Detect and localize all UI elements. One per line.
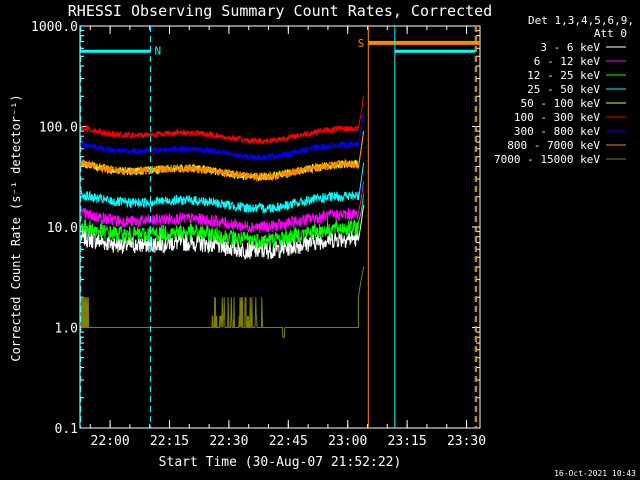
legend-entry-label: 12 - 25 keV (527, 69, 600, 82)
x-axis-label: Start Time (30-Aug-07 21:52:22) (159, 455, 402, 470)
x-tick-label: 22:30 (209, 434, 248, 449)
legend-entry-label: 100 - 300 keV (514, 111, 600, 124)
x-tick-label: 23:00 (328, 434, 367, 449)
series-line (80, 266, 365, 338)
legend-entry-label: 800 - 7000 keV (507, 139, 600, 152)
x-tick-label: 22:45 (269, 434, 308, 449)
x-tick-label: 23:15 (388, 434, 427, 449)
x-tick-label: 22:15 (150, 434, 189, 449)
series-line (80, 194, 365, 249)
saa-marker-label: S (358, 37, 365, 50)
series-line (80, 111, 365, 161)
series-line (80, 181, 365, 233)
chart-title: RHESSI Observing Summary Count Rates, Co… (68, 2, 492, 20)
x-tick-label: 22:00 (91, 434, 130, 449)
y-tick-label: 1.0 (55, 322, 78, 337)
y-tick-label: 0.1 (55, 422, 78, 437)
y-tick-label: 100.0 (39, 121, 78, 136)
series-line (80, 131, 365, 183)
series-line (80, 162, 365, 213)
plot-area: 0.1 1.0 10.0 100.0 1000.0 22:00 22:15 22:30 22:4… (31, 20, 486, 449)
legend-entry-label: 25 - 50 keV (527, 83, 600, 96)
y-axis-label: Corrected Count Rate (s⁻¹ detector⁻¹) (9, 94, 23, 361)
legend-header-attenuator: Att 0 (594, 27, 627, 40)
legend-entry-label: 50 - 100 keV (521, 97, 601, 110)
y-tick-label: 10.0 (47, 221, 78, 236)
series-line (80, 95, 365, 146)
legend-entry-label: 3 - 6 keV (540, 41, 600, 54)
footer-timestamp: 16-Oct-2021 10:43 (554, 469, 636, 478)
legend-header-detectors: Det 1,3,4,5,6,9, (528, 14, 634, 27)
legend-entry-label: 300 - 800 keV (514, 125, 600, 138)
night-marker-label: N (154, 44, 161, 57)
y-tick-label: 1000.0 (31, 20, 78, 35)
legend-entry-label: 6 - 12 keV (534, 55, 601, 68)
legend-entry-label: 7000 - 15000 keV (494, 153, 600, 166)
x-tick-label: 23:30 (447, 434, 486, 449)
